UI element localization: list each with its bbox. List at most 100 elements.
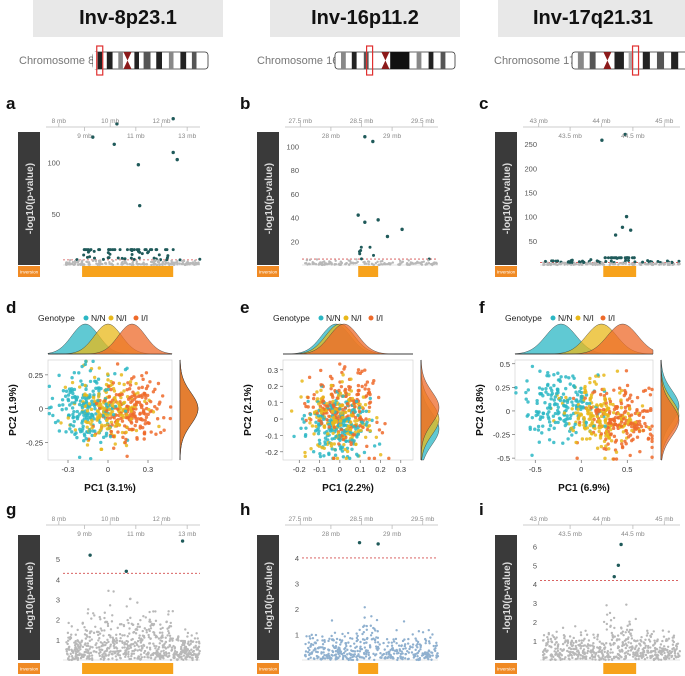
data-point <box>68 258 72 262</box>
data-point <box>358 656 362 659</box>
data-point <box>100 629 104 632</box>
pca-point-ni <box>97 366 102 370</box>
data-point <box>668 649 672 653</box>
data-point <box>321 635 324 638</box>
pca-point-nn <box>308 412 313 417</box>
pca-point-nn <box>354 399 359 404</box>
pca-point-ni <box>119 395 123 400</box>
y-tick-label: 2 <box>295 605 299 614</box>
data-point <box>553 658 556 661</box>
pca-point-ni <box>329 441 334 446</box>
data-point <box>161 631 164 634</box>
y-tick-label: 4 <box>295 554 299 563</box>
data-point <box>347 263 351 266</box>
data-point <box>373 654 377 657</box>
chromosome-band <box>642 52 650 69</box>
data-point <box>376 641 380 644</box>
data-point <box>640 263 643 267</box>
data-point <box>128 632 131 635</box>
axis-position-label: 8 mb <box>52 118 67 125</box>
data-point <box>587 644 590 647</box>
pca-point-nn <box>72 370 77 375</box>
data-point <box>398 259 402 263</box>
highlighted-point <box>112 142 116 146</box>
data-point <box>109 643 113 646</box>
data-point <box>571 651 574 654</box>
data-point <box>570 639 574 642</box>
pca-point-nn <box>372 444 377 448</box>
pca-point-ni <box>576 411 580 415</box>
data-point <box>146 656 149 659</box>
density-right-ii <box>420 359 440 461</box>
pca-point-nn <box>334 398 338 403</box>
data-point <box>144 248 148 252</box>
data-point <box>335 641 338 644</box>
data-point <box>115 647 119 650</box>
data-point <box>338 655 341 658</box>
pca-point-ni <box>351 413 355 418</box>
data-point <box>549 263 553 267</box>
pca-point-ni <box>619 439 624 443</box>
data-point <box>658 263 661 266</box>
pca-point-ii <box>160 394 165 398</box>
pca-point-nn <box>577 389 582 394</box>
axis-position-label: 27.5 mb <box>289 118 313 125</box>
data-point <box>630 637 634 640</box>
pca-point-ni <box>353 430 358 434</box>
data-point <box>98 248 102 252</box>
data-point <box>431 654 434 657</box>
chromosome-band <box>156 52 162 69</box>
pca-point-nn <box>547 410 551 414</box>
pca-point-nn <box>84 436 88 441</box>
pca-point-ni <box>312 432 316 436</box>
data-point <box>304 642 307 646</box>
data-point <box>359 648 362 651</box>
data-point <box>585 633 589 636</box>
pca-point-nn <box>338 407 342 411</box>
data-point <box>148 610 151 614</box>
pca-point-ii <box>365 380 370 384</box>
x-tick-label: -0.5 <box>529 465 542 474</box>
pca-point-ni <box>113 395 117 400</box>
data-point <box>327 648 330 651</box>
pca-point-ii <box>168 405 173 409</box>
data-point <box>322 647 325 651</box>
data-point <box>99 648 103 651</box>
legend-item-label: N/I <box>116 313 127 323</box>
pca-point-ii <box>360 369 364 374</box>
chromosome-band <box>390 52 410 69</box>
data-point <box>92 249 96 253</box>
axis-position-label: 29.5 mb <box>411 118 435 125</box>
data-point <box>612 263 615 266</box>
pca-point-ii <box>125 404 129 409</box>
pca-point-nn <box>78 429 83 434</box>
data-point <box>642 653 645 656</box>
data-point <box>163 646 167 649</box>
pca-point-nn <box>368 396 372 401</box>
legend-swatch-ni <box>108 315 114 321</box>
data-point <box>605 642 608 645</box>
pca-point-nn <box>362 450 367 455</box>
pca-point-ii <box>619 413 623 418</box>
data-point <box>114 655 118 658</box>
data-point <box>594 263 597 267</box>
data-point <box>613 256 617 260</box>
data-point <box>579 633 583 637</box>
data-point <box>309 656 312 659</box>
pca-point-ii <box>337 442 341 446</box>
data-point <box>342 656 345 659</box>
chromosome-ideogram-3 <box>571 45 685 76</box>
axis-position-label: 29 mb <box>383 133 401 140</box>
data-point <box>334 657 338 660</box>
pca-point-ii <box>608 420 612 424</box>
data-point <box>141 629 144 633</box>
pca-point-ni <box>319 388 323 393</box>
x-tick-label: 0.5 <box>622 465 632 474</box>
data-point <box>554 647 557 650</box>
data-point <box>610 631 614 635</box>
data-point <box>575 650 579 653</box>
y-tick-label: -0.5 <box>497 454 510 463</box>
data-point <box>361 632 364 636</box>
data-point <box>90 638 93 641</box>
pca-point-ni <box>346 432 350 436</box>
